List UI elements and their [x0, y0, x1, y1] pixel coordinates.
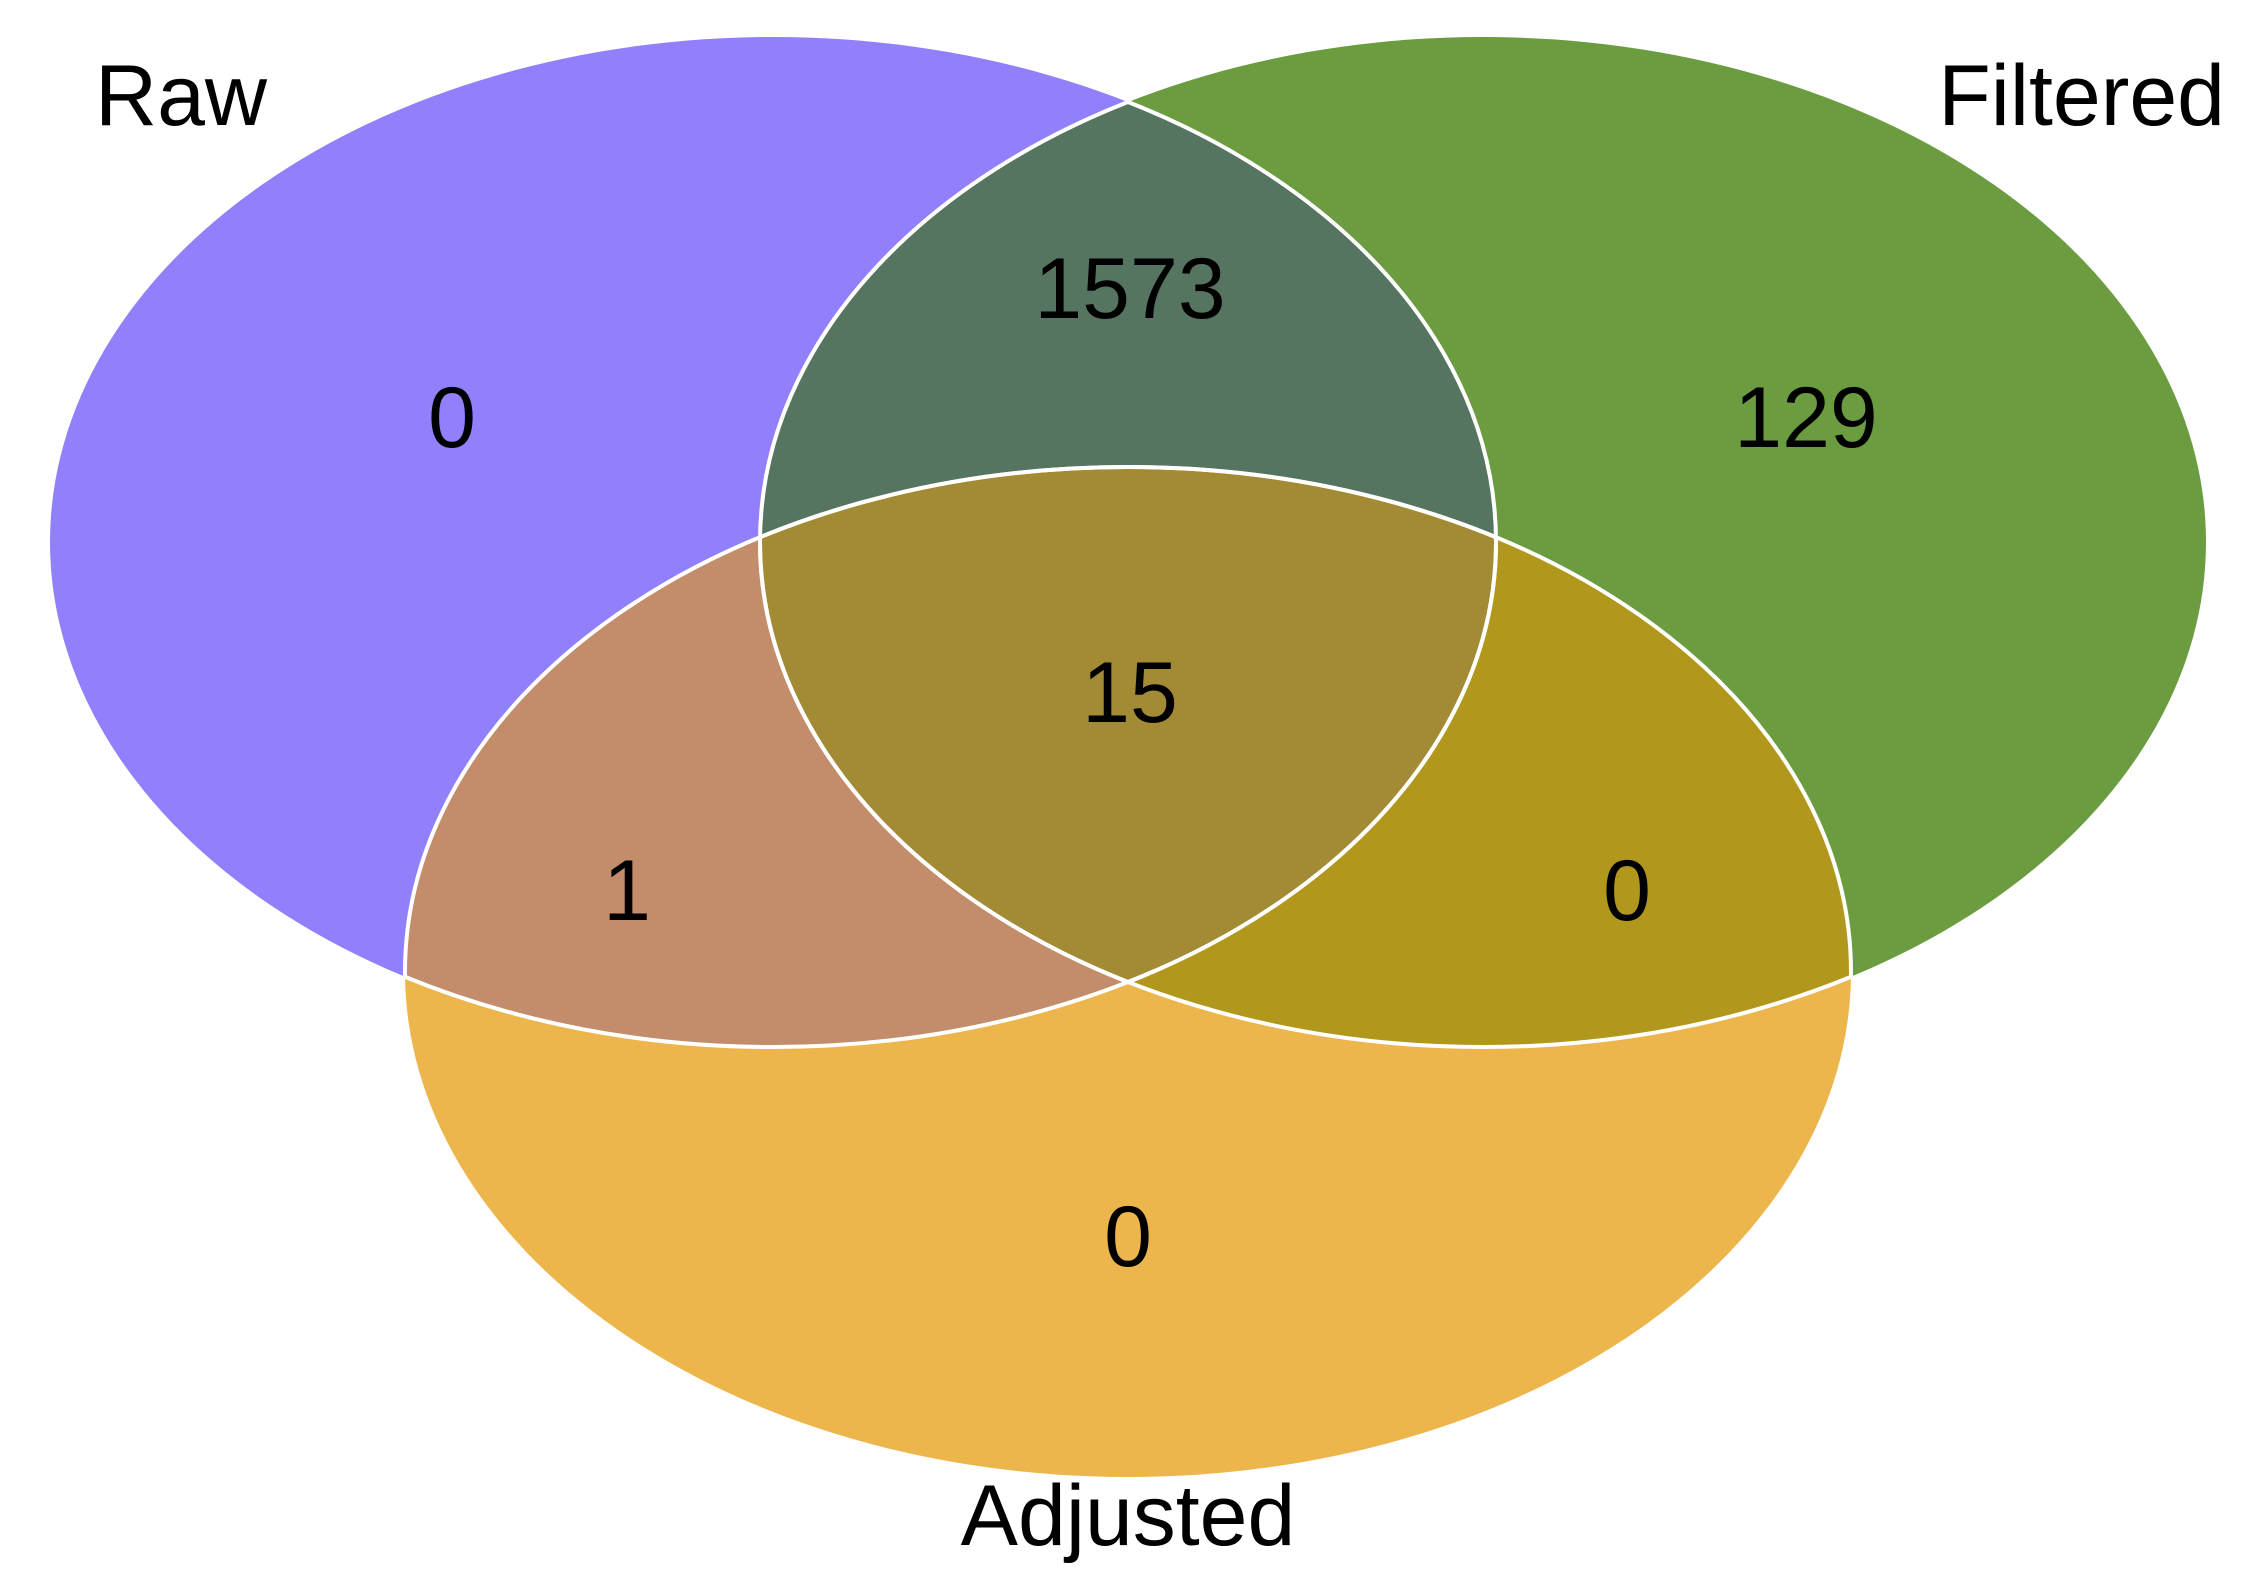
outline-adjusted-inside-filtered	[760, 465, 1853, 1047]
outline-filtered-inside-adjusted	[758, 467, 1851, 1049]
set-label-raw: Raw	[95, 48, 268, 144]
set-label-filtered: Filtered	[1938, 48, 2225, 144]
count-raw-adjusted: 1	[603, 843, 651, 939]
set-label-adjusted: Adjusted	[961, 1468, 1296, 1564]
count-raw-filtered: 1573	[1034, 241, 1225, 337]
count-filtered-only: 129	[1734, 370, 1878, 466]
count-raw-only: 0	[428, 370, 476, 466]
count-all-three: 15	[1082, 645, 1178, 741]
count-adjusted-only: 0	[1104, 1189, 1152, 1285]
outline-raw-inside-adjusted	[405, 467, 1498, 1049]
count-filtered-adjusted: 0	[1603, 843, 1651, 939]
